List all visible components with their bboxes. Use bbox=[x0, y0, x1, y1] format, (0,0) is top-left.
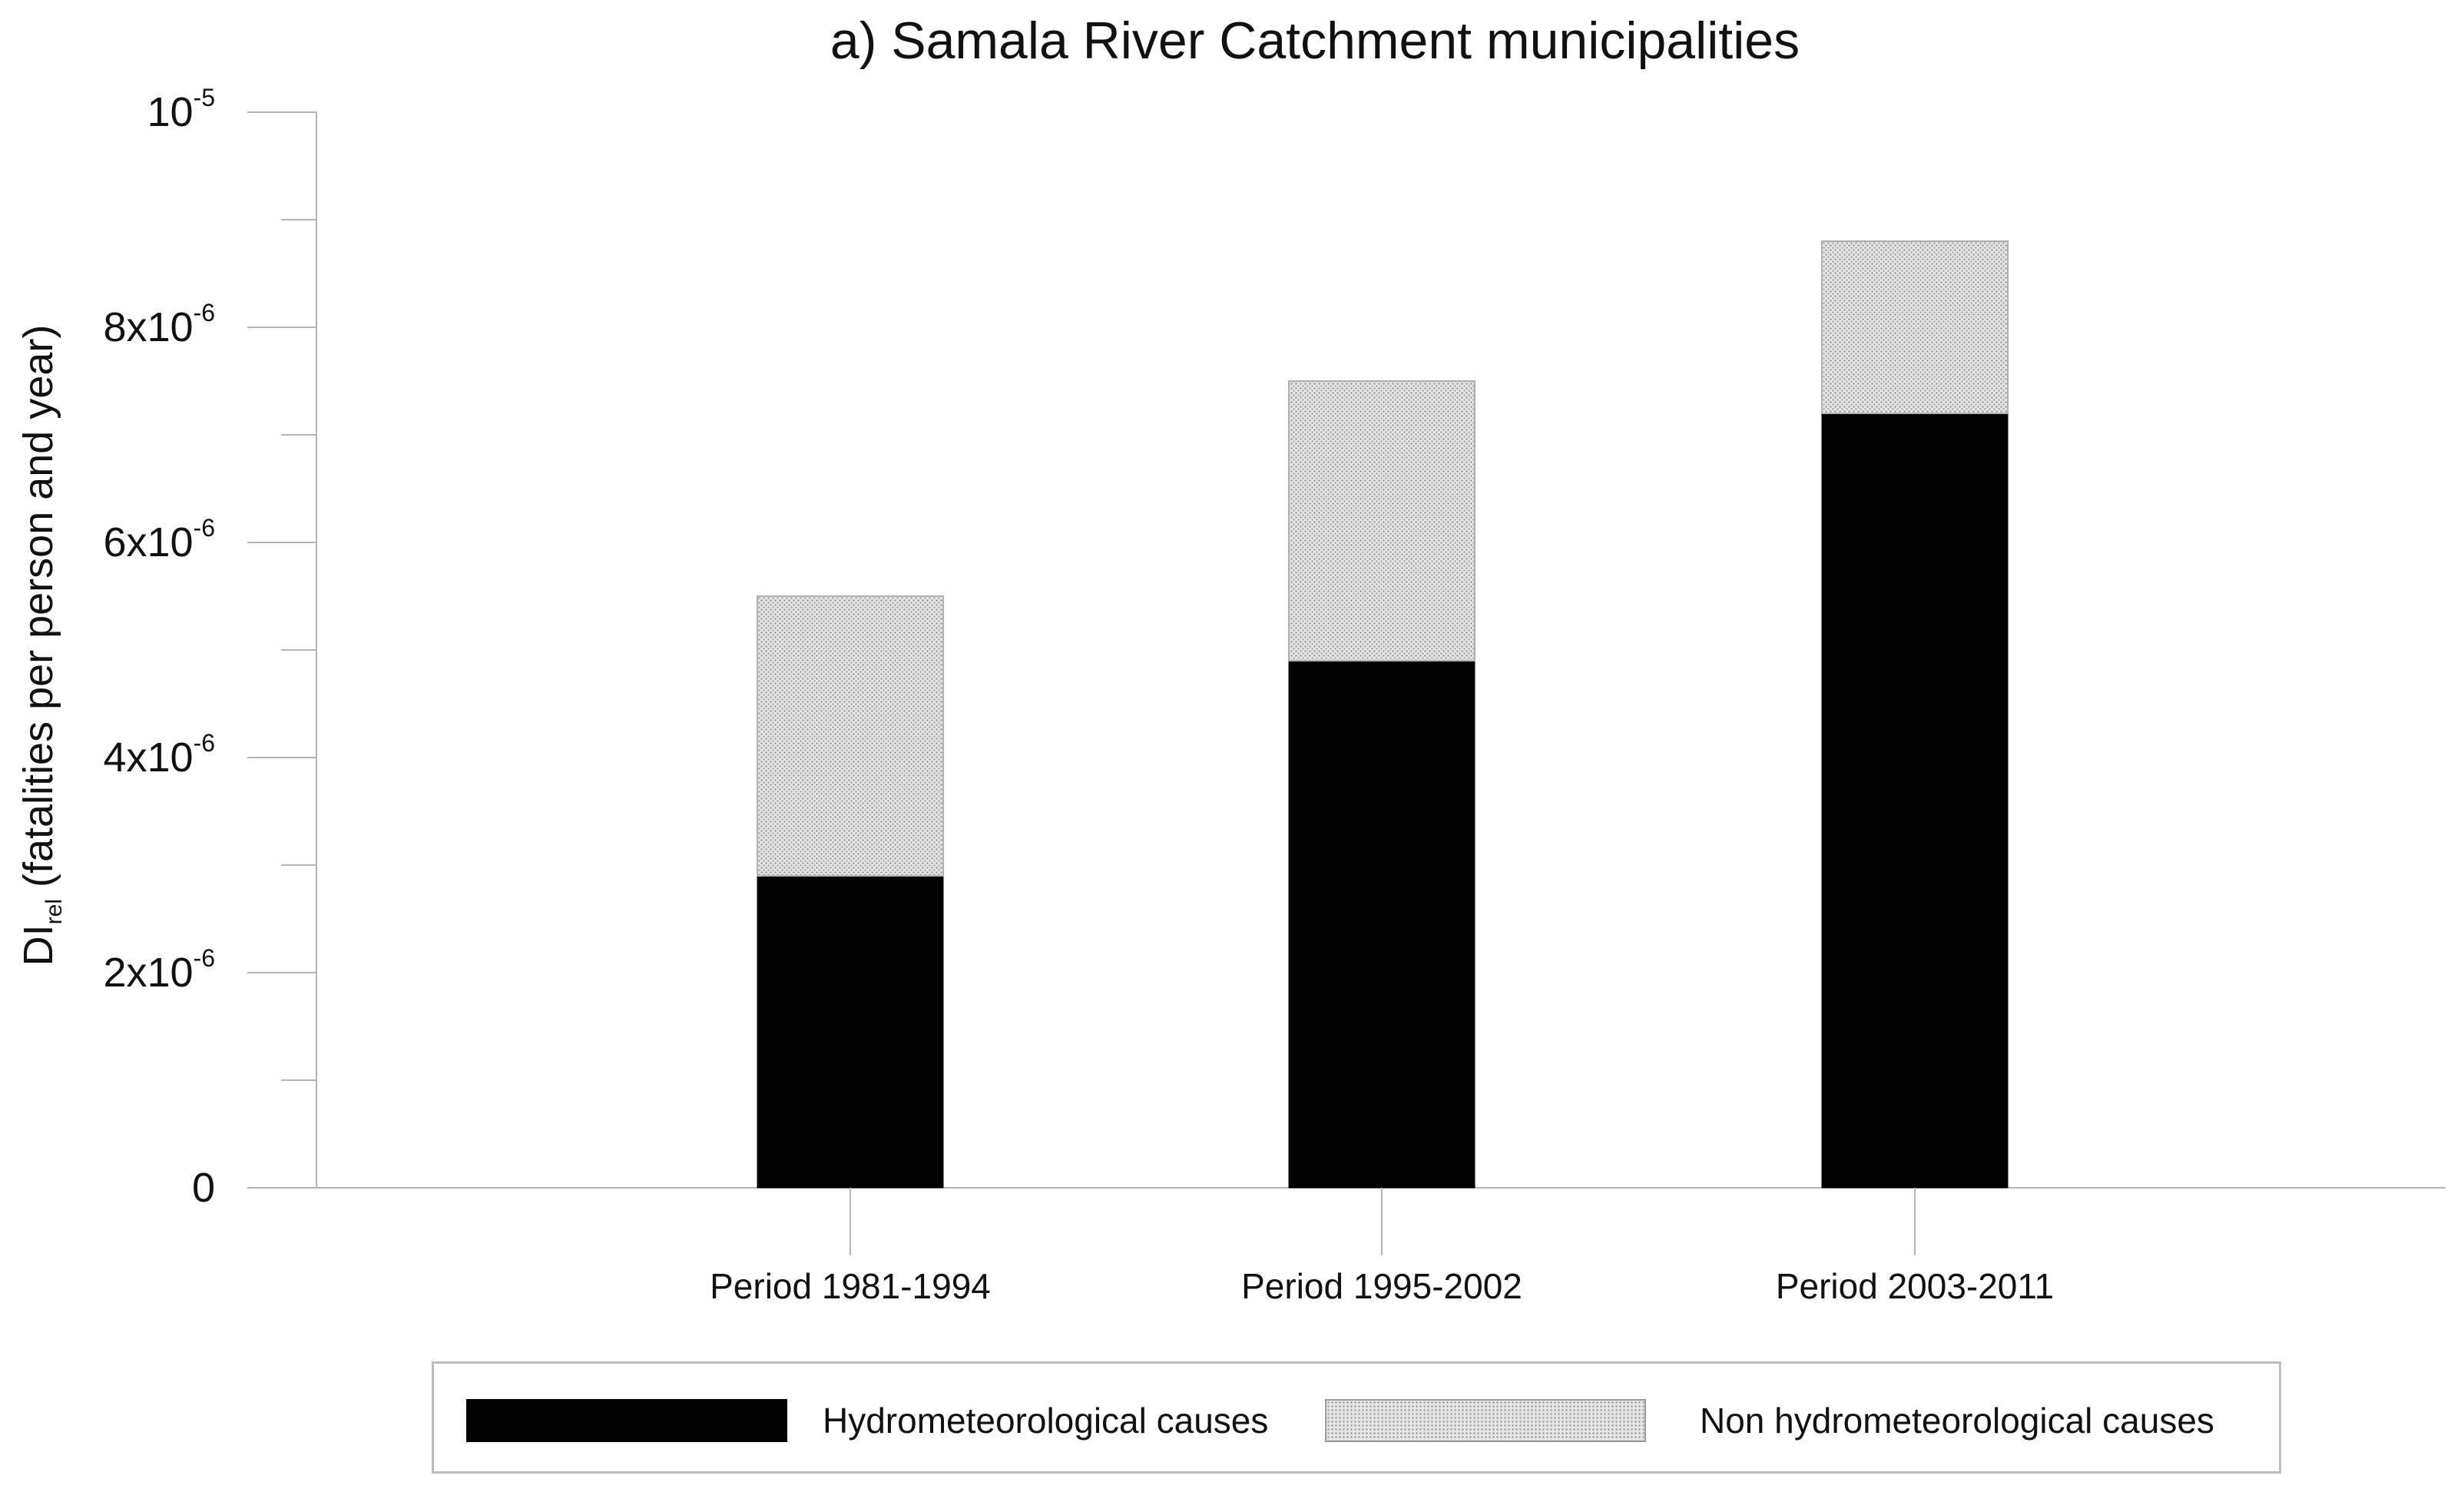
legend-swatch-non-hydrometeorological bbox=[1325, 1399, 1646, 1442]
ticks: 0 2x10-6 4x10-6 6x10-6 8x10-6 10-5 Period 1981… bbox=[103, 84, 2054, 1306]
bar-non-hydrometeorological bbox=[1821, 240, 2009, 414]
y-axis-label: DIrel (fatalities per person and year) bbox=[15, 325, 67, 967]
bars bbox=[757, 240, 2009, 1189]
y-tick-label: 10-5 bbox=[147, 84, 215, 135]
bar-hydrometeorological bbox=[757, 875, 944, 1189]
y-axis-label-subscript: rel bbox=[41, 899, 67, 924]
legend-swatch-hydrometeorological bbox=[466, 1399, 787, 1442]
x-tick-label: Period 2003-2011 bbox=[1776, 1266, 2054, 1306]
y-axis-label-main: DI bbox=[15, 924, 61, 966]
y-tick-label: 0 bbox=[192, 1165, 215, 1211]
x-tick-label: Period 1995-2002 bbox=[1241, 1266, 1522, 1306]
legend: Hydrometeorological causes Non hydromete… bbox=[432, 1361, 2281, 1474]
legend-label-hydrometeorological: Hydrometeorological causes bbox=[823, 1401, 1269, 1441]
y-axis-label-rest: (fatalities per person and year) bbox=[15, 325, 61, 899]
chart-title: a) Samala River Catchment municipalities bbox=[830, 12, 1800, 70]
bar-non-hydrometeorological bbox=[757, 595, 944, 877]
bar-hydrometeorological bbox=[1821, 413, 2009, 1189]
y-tick-label: 6x10-6 bbox=[103, 514, 215, 565]
y-tick-label: 8x10-6 bbox=[103, 299, 215, 350]
bar-hydrometeorological bbox=[1288, 660, 1475, 1189]
x-tick-label: Period 1981-1994 bbox=[710, 1266, 991, 1306]
legend-label-non-hydrometeorological: Non hydrometeorological causes bbox=[1700, 1401, 2214, 1441]
bar-non-hydrometeorological bbox=[1288, 380, 1475, 661]
y-tick-label: 4x10-6 bbox=[103, 729, 215, 781]
y-tick-label: 2x10-6 bbox=[103, 944, 215, 996]
